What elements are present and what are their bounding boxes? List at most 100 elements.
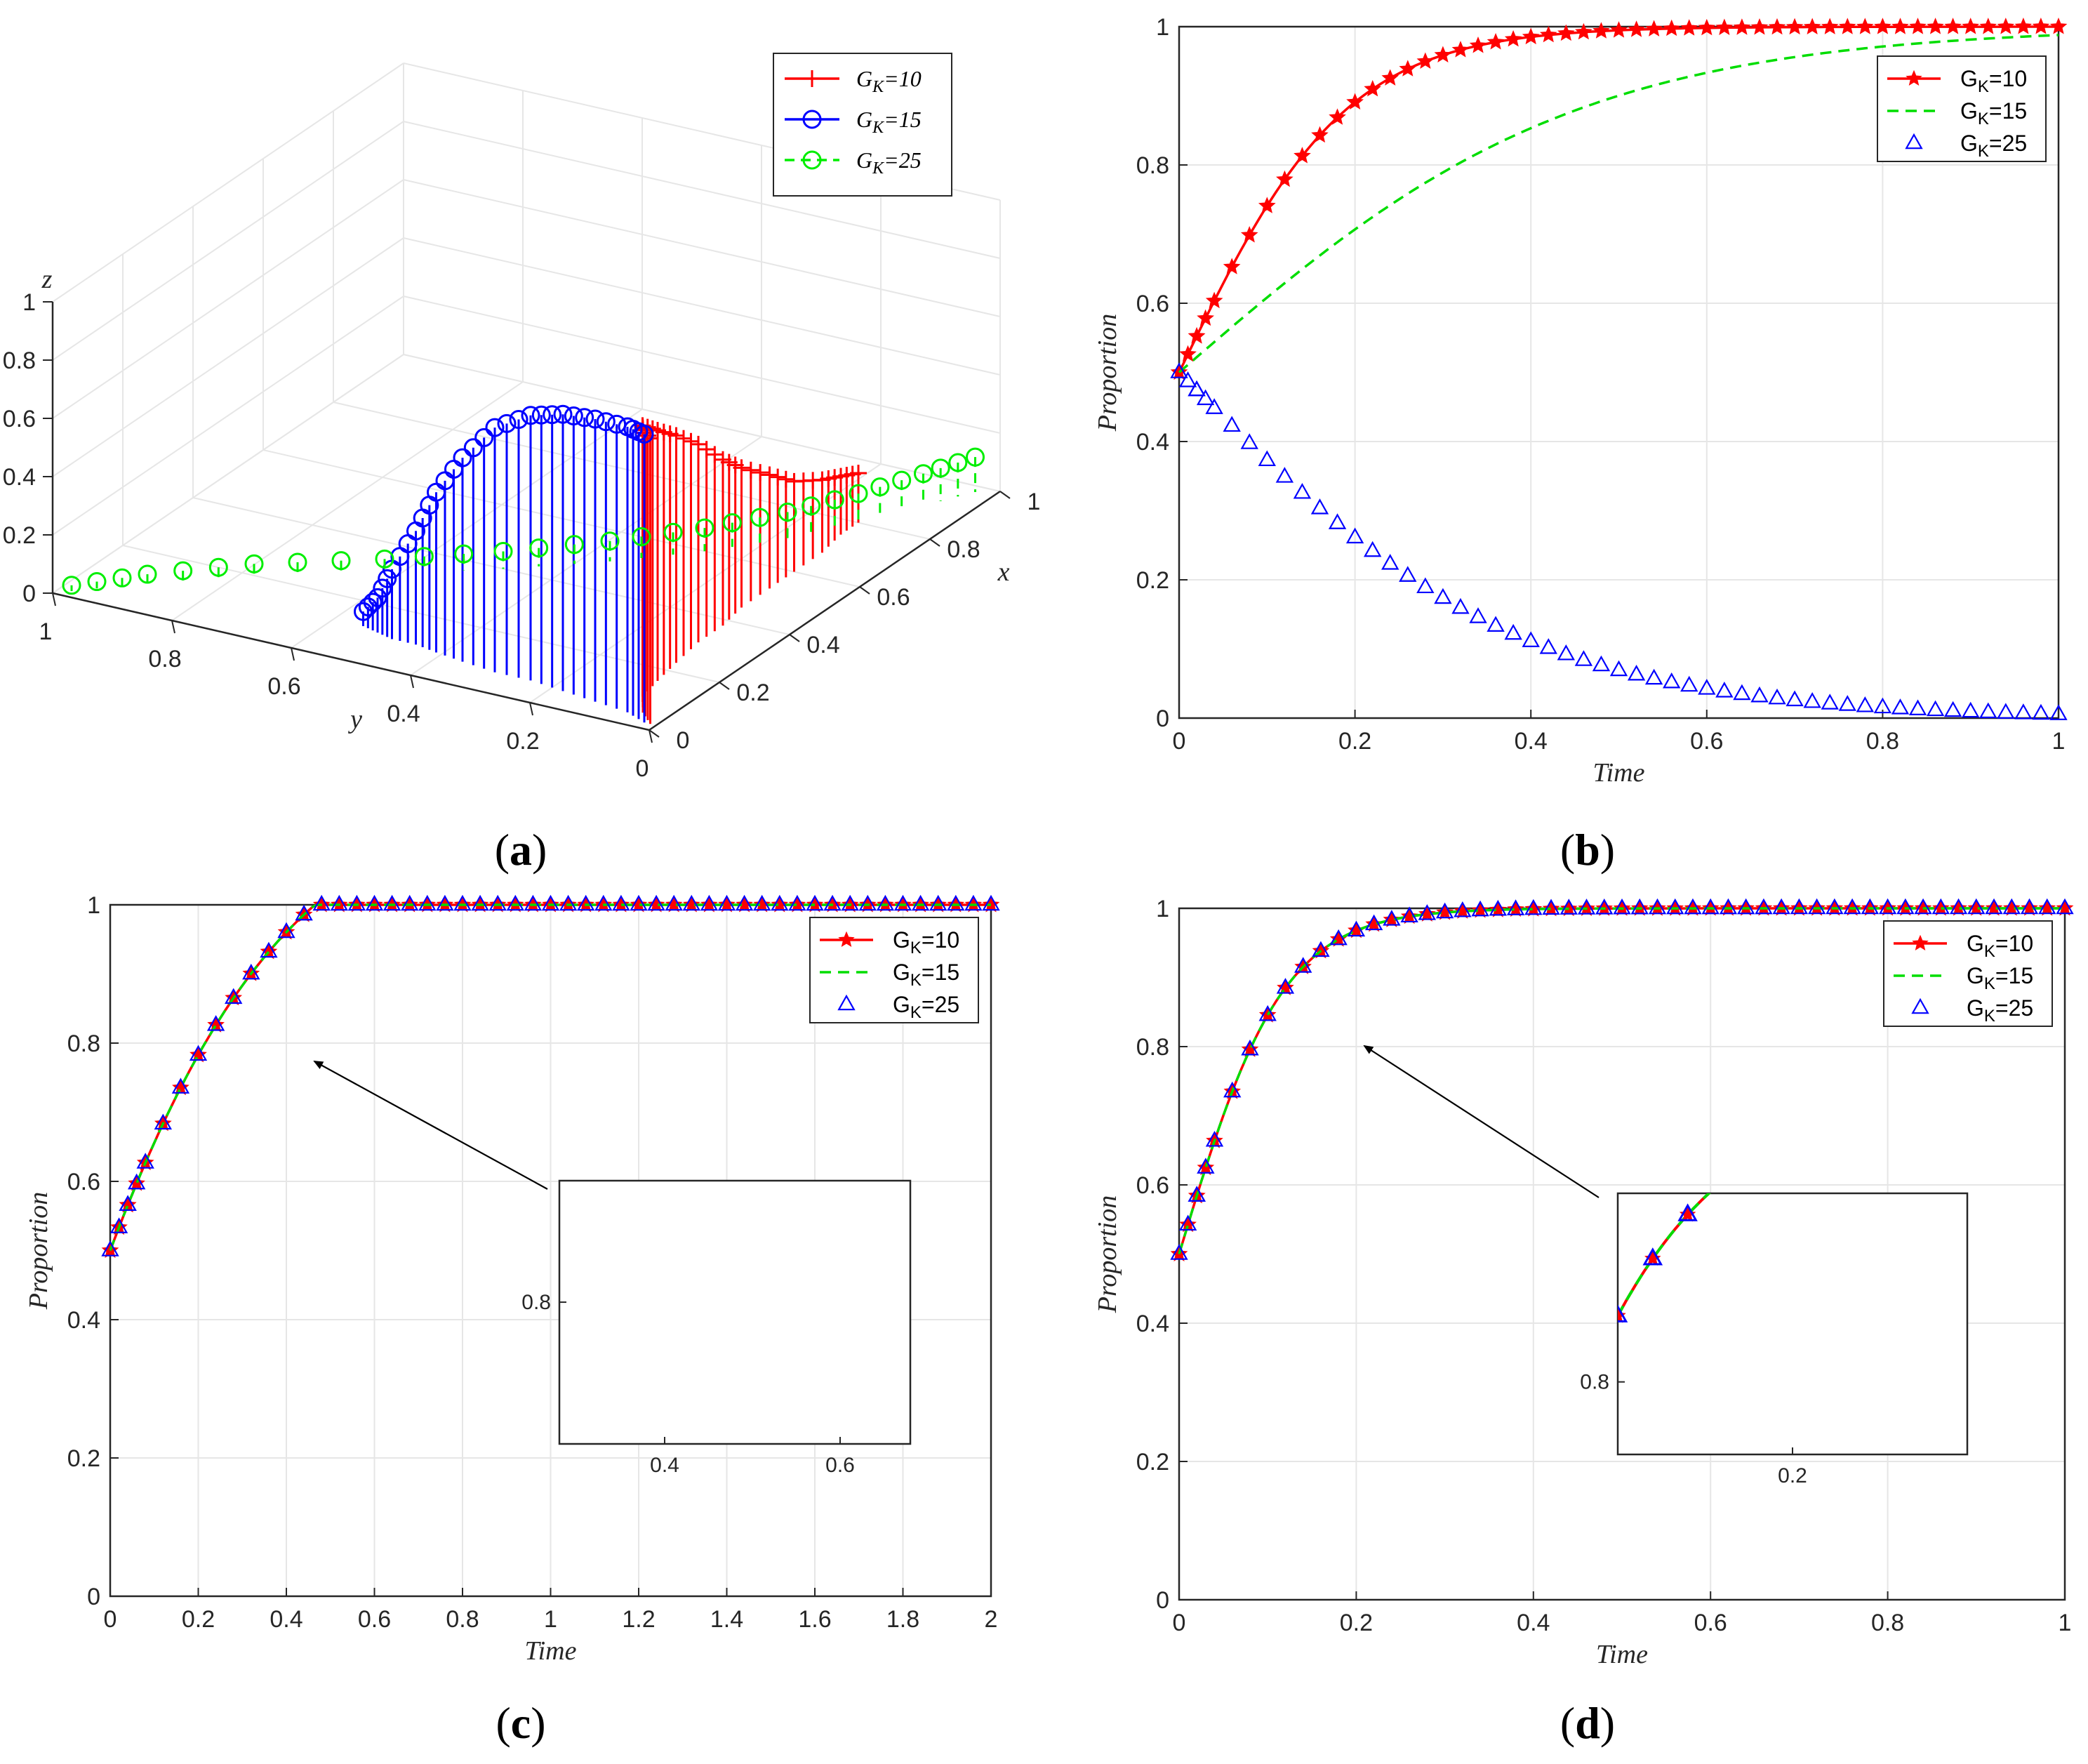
x-tick-label: 0.8 — [1866, 728, 1899, 755]
marker-triangle-gk25 — [1399, 566, 1417, 582]
marker-star-gk10 — [1197, 309, 1214, 326]
legend-marker-triangle — [837, 994, 856, 1011]
marker-triangle-gk25 — [1560, 898, 1578, 915]
marker-circle — [354, 602, 373, 621]
marker-star-gk10 — [1715, 18, 1734, 35]
marker-triangle-gk25 — [1329, 929, 1348, 946]
x-tick-label: 0 — [104, 1606, 117, 1633]
marker-circle — [463, 438, 483, 458]
marker-star-gk10 — [207, 1016, 225, 1033]
x-tick-label: 0.6 — [877, 584, 910, 611]
x-tick-label: 0.4 — [1517, 1610, 1550, 1636]
marker-triangle-gk25 — [1328, 513, 1347, 529]
marker-triangle-gk25 — [929, 894, 947, 911]
legend-box — [1877, 55, 2047, 162]
y-tick-label: 0.2 — [67, 1445, 100, 1472]
marker-star-gk10 — [1698, 18, 1716, 36]
marker-circle — [802, 496, 821, 516]
panel-label-b: (b) — [1560, 825, 1615, 875]
floor-grid — [291, 409, 643, 649]
x-axis-label: Time — [525, 1636, 577, 1666]
marker-star-gk10 — [1927, 18, 1944, 34]
x-axis-label: Time — [1593, 758, 1645, 788]
marker-circle — [575, 408, 594, 427]
x-tick-label: 0.4 — [270, 1606, 302, 1633]
marker-star-gk10 — [1434, 46, 1452, 62]
wall-grid — [52, 121, 404, 361]
marker-triangle-gk25 — [735, 894, 754, 911]
marker-star-gk10 — [2038, 899, 2056, 916]
marker-triangle-gk25 — [2038, 898, 2056, 915]
marker-star-gk10 — [1856, 18, 1874, 34]
marker-star-gk10 — [1381, 69, 1399, 86]
marker-star-gk10 — [1240, 226, 1258, 243]
marker-star-gk10 — [2002, 899, 2021, 916]
marker-triangle-gk25 — [1504, 623, 1522, 640]
x-tick-label: 0.8 — [446, 1606, 479, 1633]
marker-star-gk10 — [1592, 22, 1610, 39]
x-tick-mark — [719, 682, 730, 690]
marker-triangle-gk25 — [1896, 898, 1915, 915]
marker-star-gk10 — [189, 1045, 207, 1063]
marker-triangle-gk25 — [1196, 389, 1215, 406]
marker-triangle-gk25 — [1873, 697, 1892, 714]
marker-triangle-gk25 — [1363, 541, 1382, 557]
marker-triangle-gk25 — [1592, 655, 1611, 672]
y-tick-label: 1 — [1156, 896, 1169, 922]
y-tick-label: 0.2 — [506, 728, 539, 755]
inset-marker-star — [1644, 1249, 1661, 1266]
marker-triangle-gk25 — [401, 894, 419, 911]
y-tick-label: 0.4 — [387, 701, 420, 727]
legend-label: GK=15 — [1960, 98, 2027, 128]
marker-triangle-gk25 — [1524, 898, 1543, 915]
marker-triangle-gk25 — [1293, 483, 1312, 499]
y-tick-label: 0.2 — [1136, 567, 1169, 594]
x-tick-label: 1 — [1028, 489, 1041, 515]
series-line-gk15 — [1178, 907, 2065, 1255]
marker-triangle-gk25 — [260, 941, 278, 958]
marker-circle — [373, 578, 392, 598]
legend-label: GK=15 — [856, 107, 922, 137]
marker-circle — [173, 561, 193, 581]
legend-label: GK=10 — [1967, 931, 2033, 961]
marker-star-gk10 — [1258, 197, 1276, 213]
panel-label-d: (d) — [1560, 1698, 1615, 1748]
marker-triangle-gk25 — [1630, 898, 1649, 915]
marker-triangle-gk25 — [189, 1045, 208, 1061]
marker-star-gk10 — [172, 1078, 189, 1096]
marker-circle — [531, 405, 551, 425]
marker-triangle-gk25 — [1487, 616, 1505, 632]
marker-triangle-gk25 — [1294, 957, 1312, 973]
marker-star-gk10 — [718, 896, 736, 913]
marker-triangle-gk25 — [1577, 898, 1596, 915]
x-tick-label: 0.8 — [1871, 1610, 1904, 1636]
z-axis-label: z — [41, 265, 53, 294]
marker-triangle-gk25 — [1276, 978, 1295, 994]
marker-star-gk10 — [1454, 902, 1472, 919]
marker-star-gk10 — [736, 896, 753, 913]
x-tick-mark — [649, 729, 660, 738]
y-tick-label: 0.8 — [1136, 1034, 1169, 1061]
x-tick-label: 1 — [544, 1606, 557, 1633]
marker-triangle-gk25 — [1223, 416, 1241, 432]
marker-triangle-gk25 — [1790, 898, 1809, 915]
marker-circle — [750, 508, 770, 527]
inset-y-tick-label: 0.8 — [521, 1291, 551, 1314]
marker-triangle-gk25 — [1188, 380, 1206, 397]
inset-frame — [1616, 1192, 1969, 1456]
x-tick-label: 0.2 — [736, 679, 769, 706]
marker-triangle-gk25 — [700, 894, 719, 911]
y-tick-mark — [52, 592, 56, 606]
marker-triangle-gk25 — [1666, 898, 1684, 915]
marker-star-gk10 — [1874, 18, 1891, 34]
marker-triangle-gk25 — [982, 894, 1000, 911]
marker-circle — [914, 464, 933, 484]
marker-circle — [948, 453, 968, 472]
marker-star-gk10 — [1979, 18, 1997, 34]
x-tick-mark — [999, 491, 1011, 499]
marker-triangle-gk25 — [1985, 898, 2003, 915]
marker-triangle-gk25 — [1542, 898, 1560, 915]
marker-triangle-gk25 — [753, 894, 771, 911]
marker-triangle-gk25 — [1275, 467, 1294, 483]
